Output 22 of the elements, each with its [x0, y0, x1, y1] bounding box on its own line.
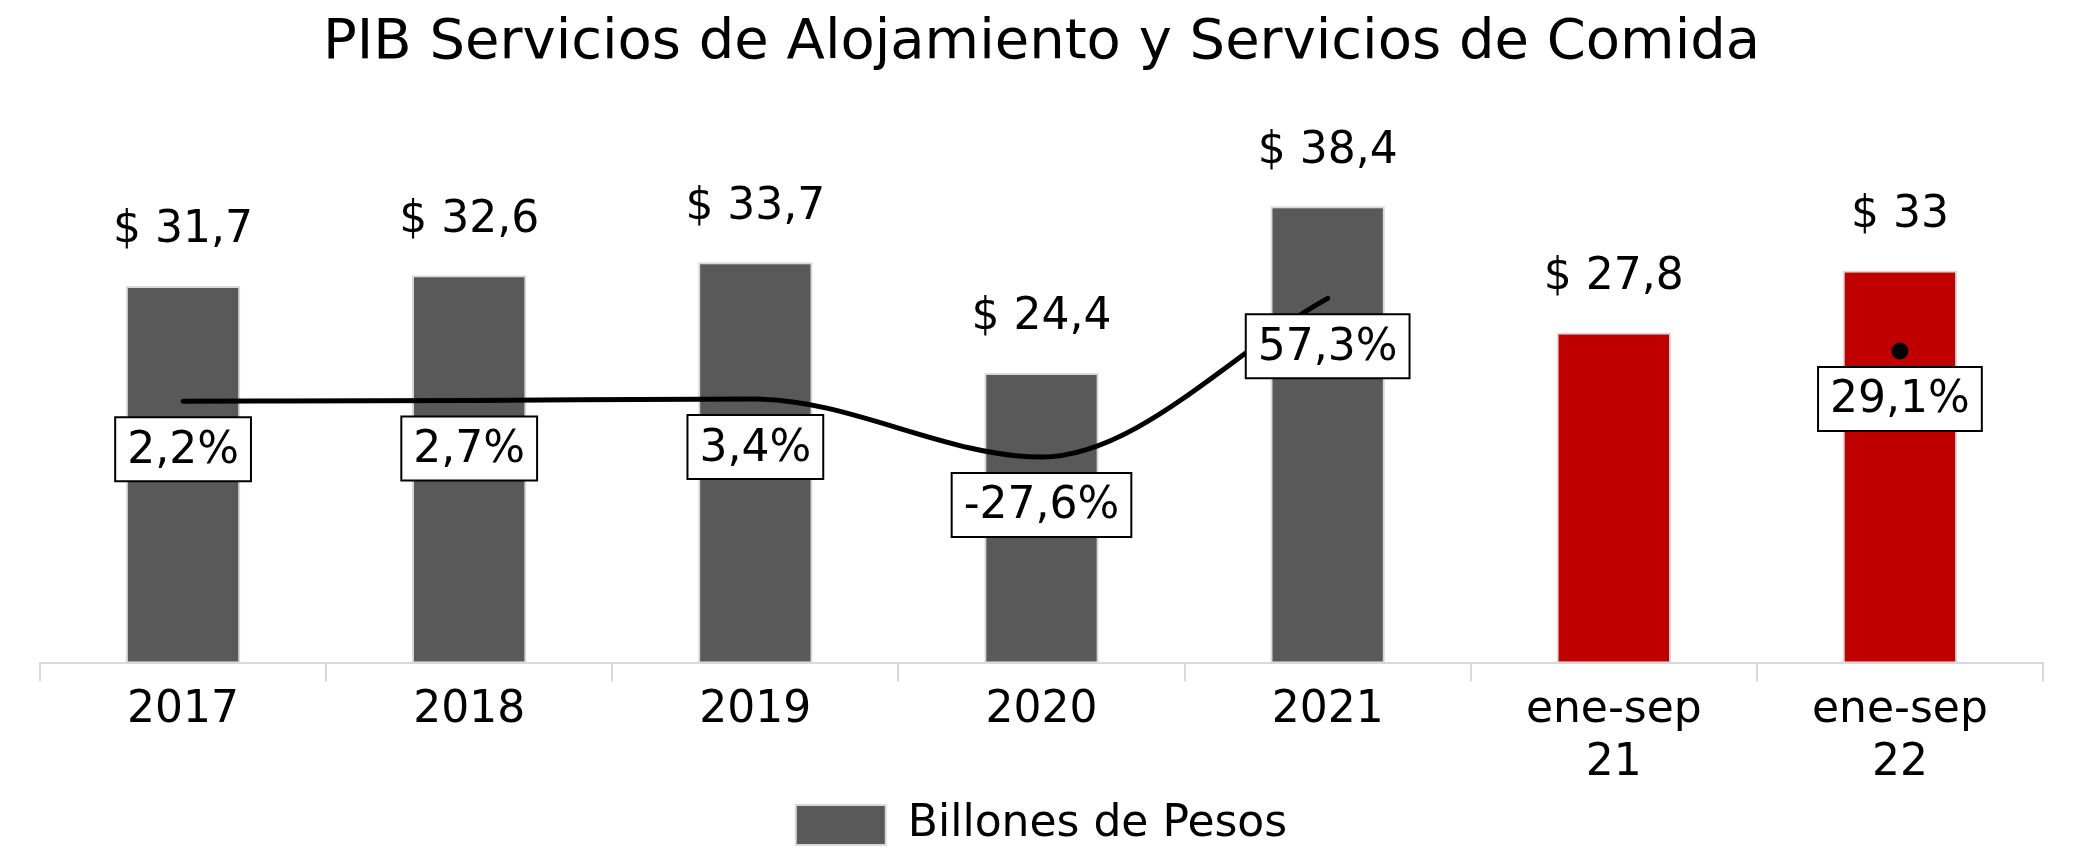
x-tick-label: 2019: [699, 681, 812, 733]
x-tick-label: 2017: [127, 681, 240, 733]
x-tick-label: 2020: [985, 681, 1098, 733]
data-label: 29,1%: [1830, 371, 1970, 423]
data-label: $ 33: [1850, 185, 1949, 237]
x-tick-label: ene-sep 22: [1812, 681, 1988, 786]
chart-title: PIB Servicios de Alojamiento y Servicios de Comida: [322, 6, 1761, 72]
data-label: 2,2%: [127, 421, 239, 473]
data-label: $ 33,7: [685, 177, 826, 229]
data-label: $ 38,4: [1257, 121, 1398, 173]
data-label: 57,3%: [1257, 318, 1398, 370]
data-label: -27,6%: [963, 477, 1120, 529]
x-tick-label: 2021: [1271, 681, 1384, 733]
x-tick-label: ene-sep 21: [1525, 681, 1702, 786]
data-label: $ 32,6: [399, 190, 540, 242]
data-label: 3,4%: [699, 419, 812, 471]
data-label: $ 27,8: [1543, 247, 1684, 299]
data-label: 2,7%: [413, 420, 526, 472]
x-tick-label: 2018: [413, 681, 526, 733]
data-label: $ 31,7: [113, 201, 254, 253]
data-label: $ 24,4: [971, 288, 1112, 340]
legend-label: Billones de Pesos: [907, 795, 1288, 847]
